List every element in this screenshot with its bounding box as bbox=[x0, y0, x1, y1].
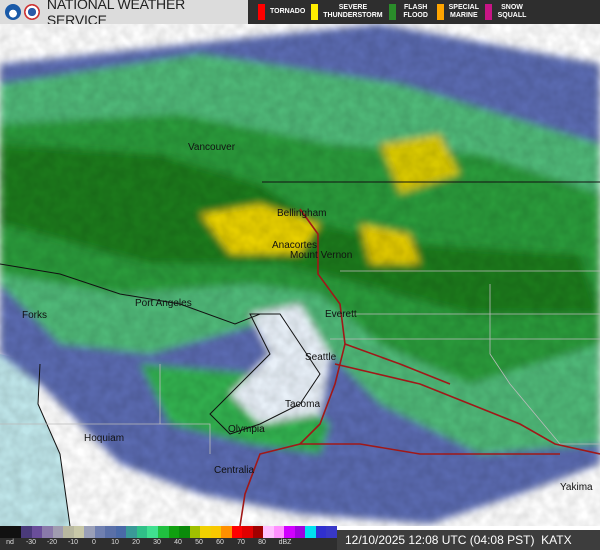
tick-label: -10 bbox=[67, 539, 79, 546]
city-label: Bellingham bbox=[277, 208, 326, 219]
warning-label: SPECIAL MARINE bbox=[448, 4, 479, 19]
highways bbox=[239, 208, 600, 526]
warning-item: SPECIAL MARINE bbox=[436, 4, 479, 20]
warning-swatch bbox=[311, 4, 319, 20]
timestamp-bar: 12/10/2025 12:08 UTC (04:08 PST) KATX bbox=[337, 530, 600, 550]
warning-item: SEVERE THUNDERSTORM bbox=[311, 4, 383, 20]
warning-label: FLASH FLOOD bbox=[403, 4, 428, 19]
color-bar bbox=[0, 526, 337, 538]
city-label: Seattle bbox=[305, 352, 337, 363]
city-label: Olympia bbox=[228, 424, 265, 435]
city-label: Hoquiam bbox=[84, 433, 124, 444]
warning-item: SNOW SQUALL bbox=[484, 4, 527, 20]
city-label: Port Angeles bbox=[135, 298, 192, 309]
color-swatch bbox=[42, 526, 53, 538]
city-label: Mount Vernon bbox=[290, 250, 352, 261]
color-swatch bbox=[305, 526, 316, 538]
color-swatch bbox=[10, 526, 22, 538]
warning-legend: TORNADO SEVERE THUNDERSTORM FLASH FLOOD SPE… bbox=[248, 0, 600, 24]
city-label: Centralia bbox=[214, 465, 254, 476]
color-swatch bbox=[263, 526, 274, 538]
tick-label: 60 bbox=[216, 539, 224, 546]
tick-label: 30 bbox=[153, 539, 161, 546]
reflectivity-legend: nd -30 -20 -10 0 10 20 30 40 50 60 70 80 dBZ bbox=[0, 526, 337, 550]
color-swatch bbox=[315, 526, 327, 538]
color-swatch bbox=[242, 526, 253, 538]
color-swatch bbox=[284, 526, 295, 538]
color-bar-ticks: nd -30 -20 -10 0 10 20 30 40 50 60 70 80 dBZ bbox=[0, 538, 337, 550]
warning-label: TORNADO bbox=[270, 8, 306, 15]
color-swatch bbox=[52, 526, 64, 538]
tick-label: dBZ bbox=[278, 539, 292, 546]
color-swatch bbox=[157, 526, 169, 538]
color-swatch bbox=[273, 526, 285, 538]
color-swatch bbox=[200, 526, 211, 538]
radar-texture bbox=[0, 24, 600, 526]
color-swatch bbox=[221, 526, 232, 538]
color-swatch bbox=[252, 526, 264, 538]
color-swatch bbox=[210, 526, 222, 538]
color-swatch bbox=[126, 526, 137, 538]
warning-swatch bbox=[484, 4, 492, 20]
warning-swatch bbox=[388, 4, 396, 20]
tick-label: 40 bbox=[174, 539, 182, 546]
city-label: Forks bbox=[22, 310, 47, 321]
tick-label: -30 bbox=[25, 539, 37, 546]
borders bbox=[0, 181, 600, 526]
tick-label: 70 bbox=[237, 539, 245, 546]
color-swatch bbox=[189, 526, 201, 538]
city-label: Everett bbox=[325, 309, 357, 320]
tick-label: 20 bbox=[132, 539, 140, 546]
warning-swatch bbox=[436, 4, 444, 20]
color-swatch bbox=[168, 526, 180, 538]
warning-item: TORNADO bbox=[258, 4, 305, 20]
tick-label: nd bbox=[6, 539, 14, 546]
county-lines bbox=[0, 270, 600, 454]
tick-label: 10 bbox=[111, 539, 119, 546]
color-swatch bbox=[0, 526, 11, 538]
warning-label: SEVERE THUNDERSTORM bbox=[323, 4, 383, 19]
nws-logo bbox=[23, 4, 40, 20]
color-swatch bbox=[136, 526, 148, 538]
color-swatch bbox=[105, 526, 116, 538]
color-swatch bbox=[326, 526, 337, 538]
timestamp: 12/10/2025 12:08 UTC (04:08 PST) bbox=[345, 533, 535, 547]
color-swatch bbox=[294, 526, 306, 538]
warning-item: FLASH FLOOD bbox=[388, 4, 431, 20]
color-swatch bbox=[63, 526, 74, 538]
header: NATIONAL WEATHER SERVICE TORNADO SEVERE T… bbox=[0, 0, 600, 28]
station-id: KATX bbox=[541, 533, 572, 547]
noaa-logo bbox=[5, 4, 21, 20]
color-swatch bbox=[21, 526, 32, 538]
tick-label: 80 bbox=[258, 539, 266, 546]
city-label: Tacoma bbox=[285, 399, 320, 410]
city-label: Yakima bbox=[560, 482, 593, 493]
city-label: Anacortes bbox=[272, 240, 317, 251]
tick-label: -20 bbox=[46, 539, 58, 546]
brand: NATIONAL WEATHER SERVICE bbox=[0, 0, 248, 28]
color-swatch bbox=[147, 526, 158, 538]
color-swatch bbox=[231, 526, 243, 538]
color-swatch bbox=[94, 526, 106, 538]
tick-label: 50 bbox=[195, 539, 203, 546]
warning-label: SNOW SQUALL bbox=[497, 4, 527, 19]
color-swatch bbox=[115, 526, 127, 538]
color-swatch bbox=[84, 526, 95, 538]
tick-label: 0 bbox=[92, 539, 96, 546]
city-label: Vancouver bbox=[188, 142, 236, 153]
color-swatch bbox=[179, 526, 190, 538]
color-swatch bbox=[73, 526, 85, 538]
warning-swatch bbox=[258, 4, 265, 20]
color-swatch bbox=[31, 526, 43, 538]
